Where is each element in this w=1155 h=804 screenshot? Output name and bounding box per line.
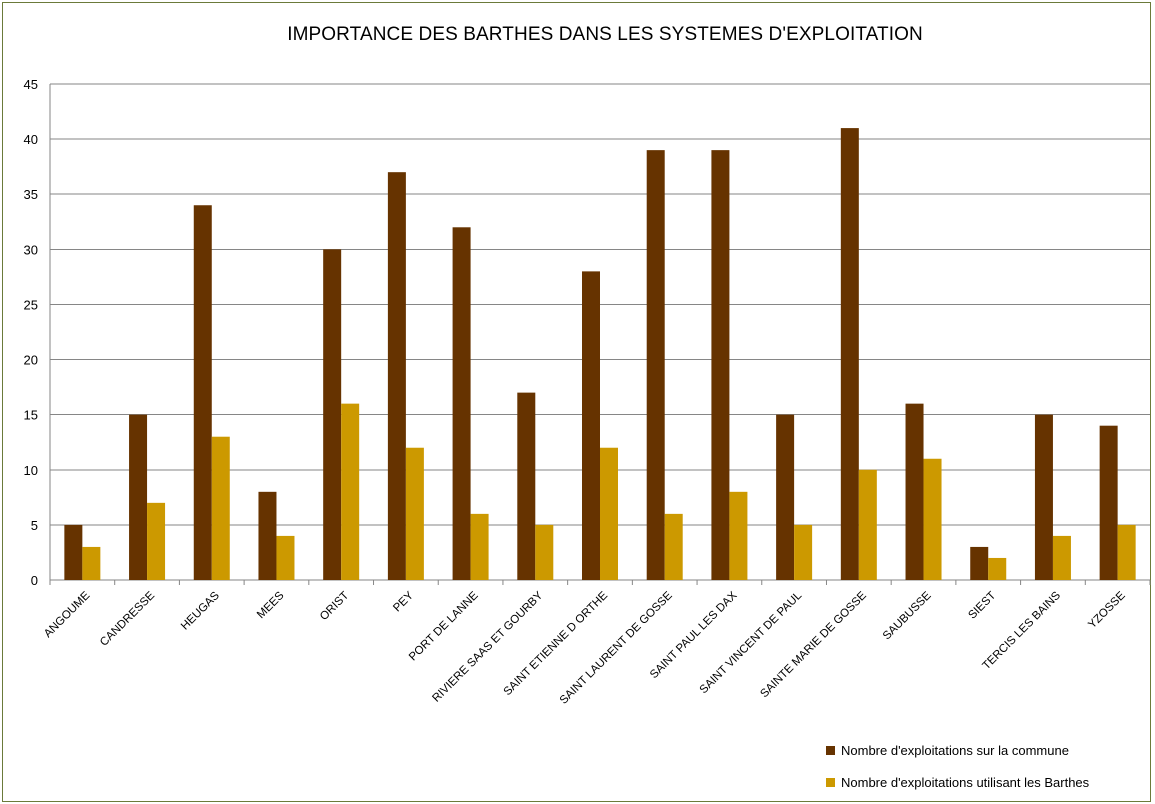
legend-swatch-series-2 bbox=[826, 777, 835, 787]
bar-commune bbox=[711, 150, 730, 580]
y-tick-label: 40 bbox=[24, 132, 38, 147]
x-tick-label: RIVIERE SAAS ET GOURBY bbox=[430, 589, 545, 704]
x-tick-label: SAINTE MARIE DE GOSSE bbox=[758, 589, 869, 700]
y-tick-label: 25 bbox=[24, 297, 38, 312]
x-tick-label: MEES bbox=[255, 589, 287, 621]
bar-barthes bbox=[729, 491, 748, 580]
bar-commune bbox=[646, 150, 665, 580]
bar-commune bbox=[970, 546, 989, 580]
bar-commune bbox=[258, 491, 277, 580]
x-tick-label: CANDRESSE bbox=[98, 589, 157, 648]
bar-barthes bbox=[988, 557, 1007, 580]
bar-barthes bbox=[664, 513, 683, 580]
bar-barthes bbox=[858, 469, 877, 580]
y-tick-label: 5 bbox=[31, 518, 38, 533]
x-tick-label: HEUGAS bbox=[179, 589, 222, 632]
y-tick-label: 20 bbox=[24, 353, 38, 368]
y-tick-label: 30 bbox=[24, 242, 38, 257]
bar-commune bbox=[517, 392, 536, 580]
bar-commune bbox=[129, 414, 148, 580]
bar-barthes bbox=[923, 458, 942, 580]
bar-barthes bbox=[794, 524, 813, 580]
legend-item-series-1: Nombre d'exploitations sur la commune bbox=[826, 740, 1089, 760]
x-tick-label: PORT DE LANNE bbox=[407, 589, 481, 663]
x-tick-label: ORIST bbox=[318, 590, 351, 623]
bar-barthes bbox=[470, 513, 489, 580]
bar-barthes bbox=[341, 403, 360, 580]
bar-commune bbox=[905, 403, 924, 580]
x-tick-label: SIEST bbox=[966, 590, 998, 622]
legend: Nombre d'exploitations sur la commune No… bbox=[826, 740, 1089, 804]
bar-commune bbox=[64, 524, 83, 580]
chart-title: IMPORTANCE DES BARTHES DANS LES SYSTEMES… bbox=[287, 24, 923, 45]
bar-barthes bbox=[405, 447, 424, 580]
bar-commune bbox=[1034, 414, 1053, 580]
bar-commune bbox=[193, 205, 212, 580]
bar-barthes bbox=[1052, 535, 1071, 580]
bar-barthes bbox=[211, 436, 230, 580]
legend-label-series-2: Nombre d'exploitations utilisant les Bar… bbox=[841, 774, 1090, 790]
bar-commune bbox=[452, 227, 471, 581]
x-tick-label: ANGOUME bbox=[42, 589, 93, 640]
x-tick-label: SAINT ETIENNE D ORTHE bbox=[502, 589, 611, 698]
legend-swatch-series-1 bbox=[826, 745, 835, 755]
x-tick-label: SAINT VINCENT DE PAUL bbox=[698, 589, 805, 696]
y-tick-label: 10 bbox=[24, 463, 38, 478]
bar-commune bbox=[1099, 425, 1118, 580]
bar-barthes bbox=[82, 546, 101, 580]
x-tick-label: PEY bbox=[391, 589, 416, 614]
y-tick-label: 15 bbox=[24, 408, 38, 423]
bar-commune bbox=[387, 172, 406, 580]
y-tick-label: 45 bbox=[24, 77, 38, 92]
x-tick-label: YZOSSE bbox=[1086, 589, 1128, 631]
legend-label-series-1: Nombre d'exploitations sur la commune bbox=[841, 742, 1069, 758]
y-tick-label: 35 bbox=[24, 187, 38, 202]
bar-barthes bbox=[535, 524, 554, 580]
bar-barthes bbox=[276, 535, 295, 580]
bar-commune bbox=[840, 128, 859, 581]
legend-item-series-2: Nombre d'exploitations utilisant les Bar… bbox=[826, 772, 1089, 792]
x-tick-label: SAUBUSSE bbox=[881, 589, 934, 642]
bar-barthes bbox=[600, 447, 618, 580]
bar-commune bbox=[323, 249, 342, 581]
y-tick-label: 0 bbox=[31, 573, 38, 588]
x-tick-label: SAINT LAURENT DE GOSSE bbox=[558, 589, 675, 706]
bar-commune bbox=[582, 271, 600, 580]
bar-commune bbox=[776, 414, 795, 580]
bar-barthes bbox=[147, 502, 166, 580]
bar-barthes bbox=[1117, 524, 1136, 580]
